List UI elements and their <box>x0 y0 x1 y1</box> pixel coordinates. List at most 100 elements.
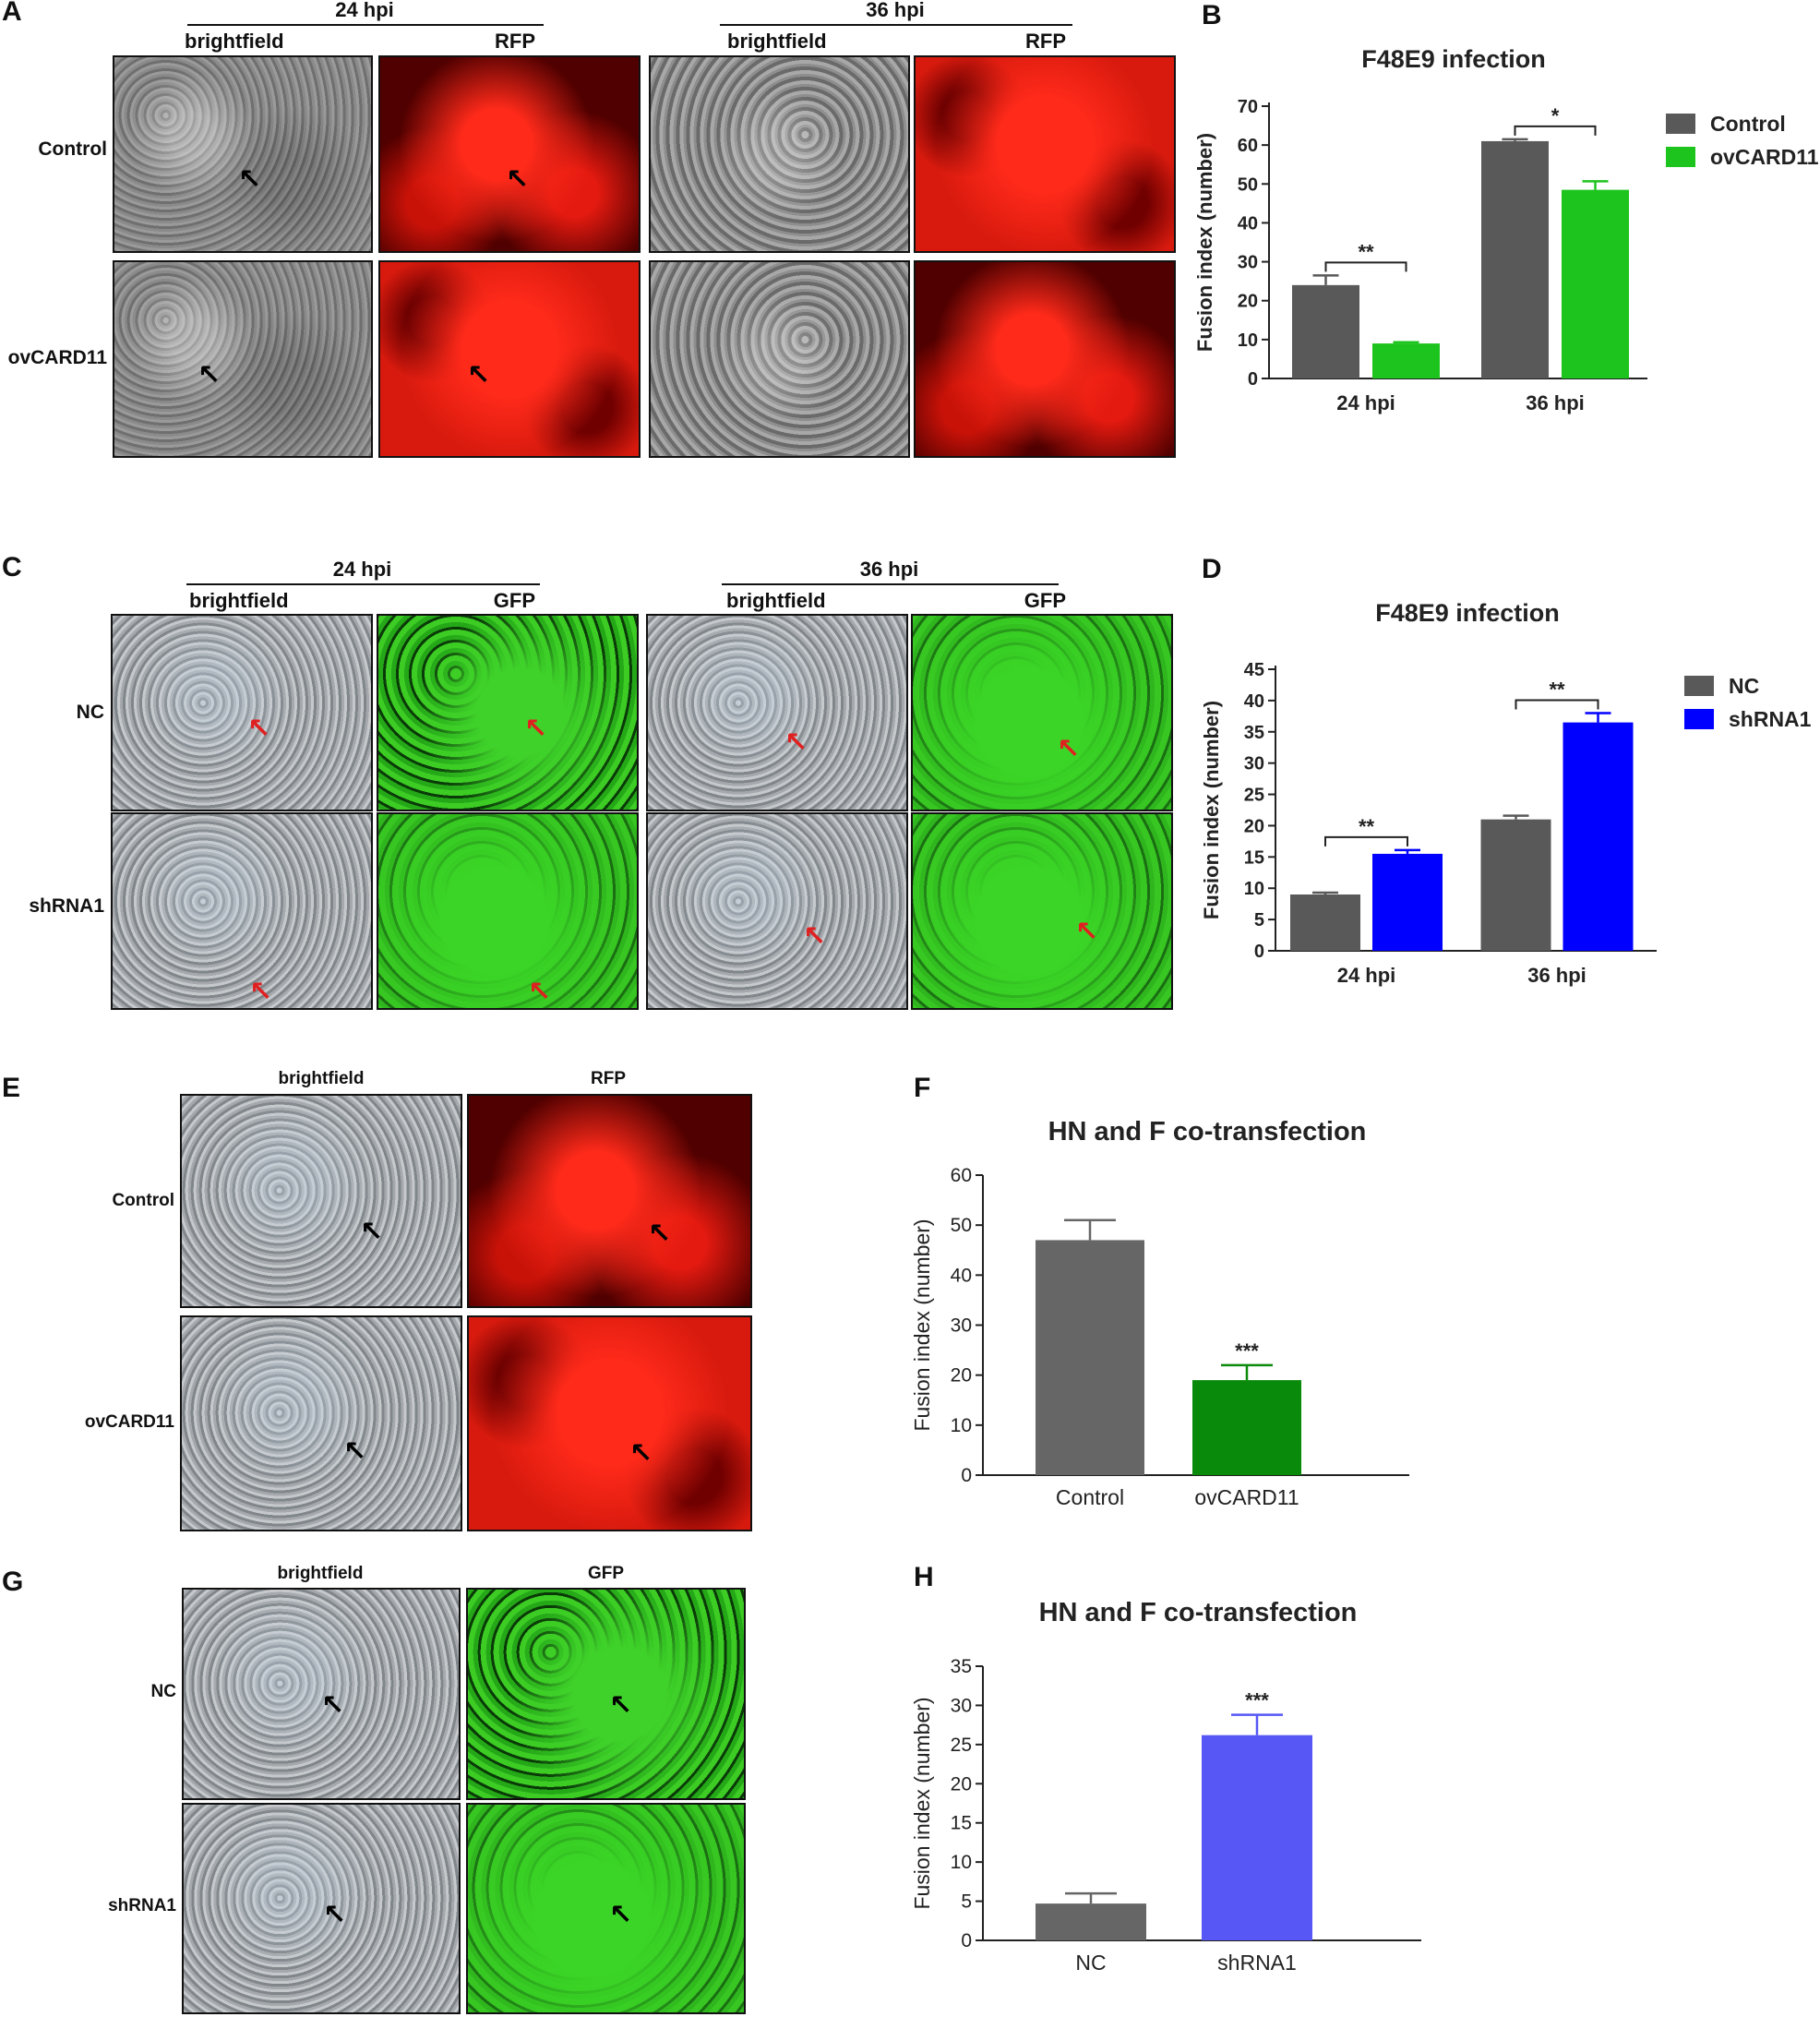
x-tick-label: 24 hpi <box>1337 964 1396 987</box>
significance-bracket <box>1514 125 1597 136</box>
y-tick-label: 5 <box>1254 910 1264 930</box>
chart-title: HN and F co-transfection <box>1039 1598 1358 1627</box>
y-tick-label: 20 <box>951 1773 972 1795</box>
micrograph-gfp <box>377 812 639 1010</box>
micrograph-gfp <box>466 1588 746 1800</box>
arrow-icon: ↖ <box>609 1900 633 1930</box>
y-tick-label: 40 <box>951 1265 972 1286</box>
bar <box>1372 853 1443 951</box>
y-tick-label: 0 <box>1254 942 1264 962</box>
significance-label: ** <box>1549 678 1565 701</box>
micrograph-brightfield <box>111 812 373 1010</box>
y-tick-label: 15 <box>951 1813 972 1834</box>
legend-label: NC <box>1729 674 1759 698</box>
y-axis-label: Fusion index (number) <box>1193 133 1216 352</box>
micrograph-gfp <box>466 1803 746 2014</box>
micrograph-rfp <box>378 260 641 458</box>
y-tick-label: 40 <box>1238 213 1258 234</box>
arrow-icon: ↖ <box>803 921 827 952</box>
y-tick-label: 25 <box>1244 786 1264 806</box>
bar <box>1036 1903 1146 1940</box>
chart-f: HN and F co-transfection Fusion index (nu… <box>910 1117 1409 1509</box>
arrow-icon: ↖ <box>238 164 262 195</box>
column-header: brightfield <box>727 30 827 53</box>
y-axis-label: Fusion index (number) <box>910 1697 934 1909</box>
arrow-icon: ↖ <box>506 164 530 195</box>
y-tick-label: 20 <box>951 1365 972 1387</box>
arrow-icon: ↖ <box>1057 734 1081 764</box>
column-header: RFP <box>495 30 535 53</box>
column-header: brightfield <box>278 1069 365 1088</box>
micrograph-brightfield <box>649 55 910 253</box>
bar <box>1192 1380 1301 1475</box>
significance-label: * <box>1551 104 1560 127</box>
y-tick-label: 25 <box>951 1735 972 1756</box>
y-tick-label: 60 <box>951 1165 972 1186</box>
chart-title: F48E9 infection <box>1361 45 1546 73</box>
x-tick-label: NC <box>1075 1951 1106 1975</box>
micrograph-brightfield <box>182 1803 461 2014</box>
bar <box>1292 284 1359 378</box>
y-tick-label: 10 <box>1244 879 1264 899</box>
micrograph-brightfield <box>649 260 910 458</box>
x-tick-label: shRNA1 <box>1217 1951 1297 1975</box>
column-header: GFP <box>587 1564 625 1583</box>
panel-label-a: A <box>2 0 22 27</box>
arrow-icon: ↖ <box>323 1900 347 1930</box>
arrow-icon: ↖ <box>629 1438 653 1469</box>
y-tick-label: 0 <box>1248 369 1258 390</box>
micrograph-gfp <box>911 614 1173 811</box>
arrow-icon: ↖ <box>198 360 222 390</box>
group-title: 36 hpi <box>866 0 925 21</box>
y-tick-label: 15 <box>1244 847 1264 868</box>
chart-h: HN and F co-transfection Fusion index (nu… <box>910 1598 1421 1975</box>
row-label: shRNA1 <box>29 895 104 917</box>
row-label: NC <box>150 1682 176 1701</box>
y-tick-label: 10 <box>1238 330 1258 351</box>
y-tick-label: 35 <box>951 1656 972 1677</box>
micrograph-rfp <box>467 1315 752 1531</box>
column-header: RFP <box>1025 30 1066 53</box>
y-tick-label: 70 <box>1238 97 1258 117</box>
micrograph-brightfield <box>646 614 908 811</box>
significance-label: ** <box>1358 240 1374 263</box>
x-tick-label: 36 hpi <box>1526 391 1585 414</box>
chart-title: HN and F co-transfection <box>1048 1117 1367 1147</box>
y-tick-label: 30 <box>951 1695 972 1716</box>
legend-swatch <box>1684 709 1714 729</box>
y-tick-label: 50 <box>1238 174 1258 195</box>
y-tick-label: 20 <box>1244 816 1264 836</box>
micrograph-brightfield <box>180 1094 462 1308</box>
significance-bracket <box>1324 261 1407 272</box>
legend-swatch <box>1666 114 1695 134</box>
row-label: ovCARD11 <box>84 1412 174 1432</box>
row-label: ovCARD11 <box>7 347 107 368</box>
x-tick-label: 36 hpi <box>1527 964 1587 987</box>
micrograph-rfp <box>378 55 641 253</box>
arrow-icon: ↖ <box>1075 917 1099 947</box>
micrograph-gfp <box>377 614 639 811</box>
bar <box>1562 189 1629 378</box>
row-label: Control <box>112 1191 174 1210</box>
bar <box>1481 140 1549 378</box>
column-header: GFP <box>493 589 535 612</box>
legend-swatch <box>1666 147 1695 167</box>
arrow-icon: ↖ <box>343 1436 367 1467</box>
y-tick-label: 0 <box>961 1465 972 1486</box>
chart-title: F48E9 infection <box>1375 599 1560 627</box>
group-title: 24 hpi <box>335 0 394 21</box>
micrograph-brightfield <box>113 55 373 253</box>
y-tick-label: 10 <box>951 1852 972 1873</box>
panel-label-f: F <box>914 1073 931 1103</box>
micrograph-brightfield <box>180 1315 462 1531</box>
panel-label-b: B <box>1202 0 1222 30</box>
significance-bracket <box>1515 699 1599 710</box>
bar <box>1290 894 1360 951</box>
y-tick-label: 30 <box>951 1315 972 1337</box>
significance-bracket <box>1324 835 1408 846</box>
y-axis-label: Fusion index (number) <box>1200 701 1223 919</box>
arrow-icon: ↖ <box>609 1690 633 1721</box>
y-tick-label: 45 <box>1244 660 1264 680</box>
column-header: RFP <box>591 1069 626 1088</box>
row-label: Control <box>38 138 107 160</box>
